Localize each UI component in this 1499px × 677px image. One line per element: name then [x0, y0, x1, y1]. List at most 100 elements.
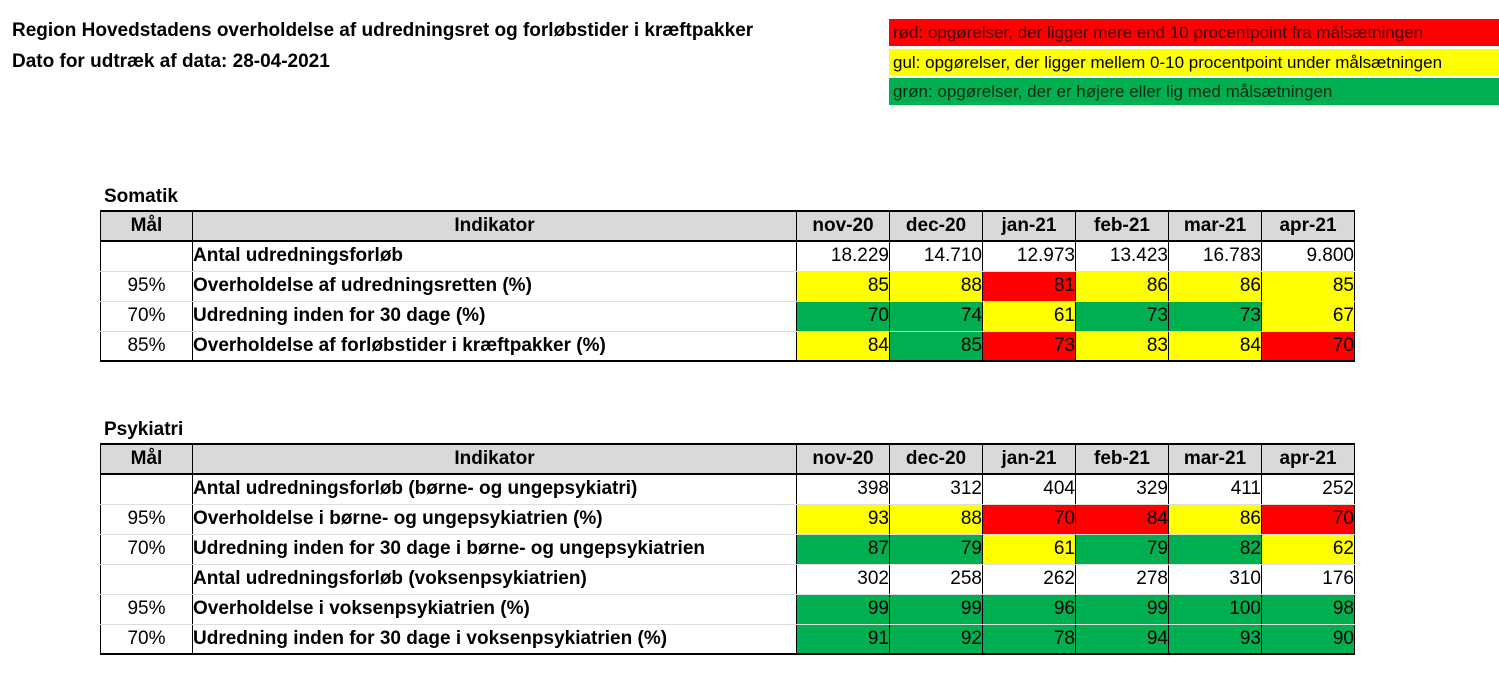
value-cell: 88 — [889, 503, 983, 535]
column-header-indicator: Indikator — [192, 443, 797, 475]
value-cell: 9.800 — [1261, 240, 1355, 272]
table-row: 70% Udredning inden for 30 dage i børne- … — [100, 533, 1355, 565]
psykiatri-body: Antal udredningsforløb (børne- og ungeps… — [100, 473, 1355, 655]
column-header-month: dec-20 — [889, 443, 983, 475]
legend-red: rød: opgørelser, der ligger mere end 10 … — [889, 19, 1499, 46]
value-cell: 258 — [889, 563, 983, 595]
legend-green: grøn: opgørelser, der er højere eller li… — [889, 78, 1499, 105]
value-cell: 91 — [796, 623, 890, 655]
indicator-cell: Overholdelse af forløbstider i kræftpakk… — [192, 330, 797, 362]
psykiatri-table: Mål Indikator nov-20 dec-20 jan-21 feb-2… — [100, 443, 1355, 655]
value-cell: 16.783 — [1168, 240, 1262, 272]
value-cell: 87 — [796, 533, 890, 565]
value-cell: 100 — [1168, 593, 1262, 625]
column-header-month: mar-21 — [1168, 443, 1262, 475]
indicator-cell: Udredning inden for 30 dage i voksenpsyk… — [192, 623, 797, 655]
value-cell: 398 — [796, 473, 890, 505]
table-row: Antal udredningsforløb 18.229 14.710 12.973… — [100, 240, 1355, 272]
value-cell: 14.710 — [889, 240, 983, 272]
value-cell: 404 — [982, 473, 1076, 505]
value-cell: 82 — [1168, 533, 1262, 565]
somatik-body: Antal udredningsforløb 18.229 14.710 12.973… — [100, 240, 1355, 362]
column-header-month: nov-20 — [796, 443, 890, 475]
goal-cell — [100, 473, 193, 505]
value-cell: 99 — [1075, 593, 1169, 625]
value-cell: 86 — [1168, 503, 1262, 535]
goal-cell: 70% — [100, 533, 193, 565]
value-cell: 13.423 — [1075, 240, 1169, 272]
value-cell: 70 — [982, 503, 1076, 535]
value-cell: 70 — [1261, 503, 1355, 535]
table-row: 95% Overholdelse i børne- og ungepsykiatr… — [100, 503, 1355, 535]
value-cell: 79 — [1075, 533, 1169, 565]
goal-cell: 95% — [100, 270, 193, 302]
indicator-cell: Udredning inden for 30 dage (%) — [192, 300, 797, 332]
value-cell: 329 — [1075, 473, 1169, 505]
value-cell: 94 — [1075, 623, 1169, 655]
value-cell: 86 — [1075, 270, 1169, 302]
table-row: 95% Overholdelse i voksenpsykiatrien (%) 9… — [100, 593, 1355, 625]
value-cell: 73 — [1168, 300, 1262, 332]
table-row: Antal udredningsforløb (børne- og ungeps… — [100, 473, 1355, 505]
legend-yellow: gul: opgørelser, der ligger mellem 0-10 … — [889, 49, 1499, 76]
value-cell: 99 — [796, 593, 890, 625]
value-cell: 84 — [1075, 503, 1169, 535]
value-cell: 85 — [889, 330, 983, 362]
goal-cell: 70% — [100, 623, 193, 655]
value-cell: 411 — [1168, 473, 1262, 505]
table-row: 70% Udredning inden for 30 dage i voksenp… — [100, 623, 1355, 655]
goal-cell: 85% — [100, 330, 193, 362]
header-row: Mål Indikator nov-20 dec-20 jan-21 feb-2… — [100, 210, 1355, 242]
value-cell: 84 — [796, 330, 890, 362]
table-row: 95% Overholdelse af udredningsretten (%) 8… — [100, 270, 1355, 302]
value-cell: 93 — [796, 503, 890, 535]
value-cell: 98 — [1261, 593, 1355, 625]
value-cell: 278 — [1075, 563, 1169, 595]
value-cell: 73 — [982, 330, 1076, 362]
value-cell: 262 — [982, 563, 1076, 595]
value-cell: 90 — [1261, 623, 1355, 655]
value-cell: 78 — [982, 623, 1076, 655]
column-header-goal: Mål — [100, 443, 193, 475]
indicator-cell: Udredning inden for 30 dage i børne- og … — [192, 533, 797, 565]
column-header-month: nov-20 — [796, 210, 890, 242]
value-cell: 302 — [796, 563, 890, 595]
value-cell: 252 — [1261, 473, 1355, 505]
value-cell: 310 — [1168, 563, 1262, 595]
value-cell: 84 — [1168, 330, 1262, 362]
value-cell: 83 — [1075, 330, 1169, 362]
value-cell: 67 — [1261, 300, 1355, 332]
indicator-cell: Overholdelse af udredningsretten (%) — [192, 270, 797, 302]
value-cell: 62 — [1261, 533, 1355, 565]
column-header-month: apr-21 — [1261, 443, 1355, 475]
table-row: 85% Overholdelse af forløbstider i kræftp… — [100, 330, 1355, 362]
indicator-cell: Antal udredningsforløb (børne- og ungeps… — [192, 473, 797, 505]
value-cell: 61 — [982, 533, 1076, 565]
extract-date: Dato for udtræk af data: 28-04-2021 — [12, 51, 330, 72]
value-cell: 79 — [889, 533, 983, 565]
value-cell: 176 — [1261, 563, 1355, 595]
goal-cell: 95% — [100, 593, 193, 625]
goal-cell — [100, 563, 193, 595]
value-cell: 61 — [982, 300, 1076, 332]
value-cell: 92 — [889, 623, 983, 655]
value-cell: 88 — [889, 270, 983, 302]
somatik-table: Mål Indikator nov-20 dec-20 jan-21 feb-2… — [100, 210, 1355, 362]
indicator-cell: Overholdelse i børne- og ungepsykiatrien… — [192, 503, 797, 535]
indicator-cell: Overholdelse i voksenpsykiatrien (%) — [192, 593, 797, 625]
goal-cell: 70% — [100, 300, 193, 332]
goal-cell — [100, 240, 193, 272]
header-row: Mål Indikator nov-20 dec-20 jan-21 feb-2… — [100, 443, 1355, 475]
value-cell: 85 — [796, 270, 890, 302]
section-title-psykiatri: Psykiatri — [104, 419, 184, 440]
section-title-somatik: Somatik — [104, 186, 178, 207]
goal-cell: 95% — [100, 503, 193, 535]
value-cell: 73 — [1075, 300, 1169, 332]
value-cell: 74 — [889, 300, 983, 332]
column-header-month: dec-20 — [889, 210, 983, 242]
value-cell: 81 — [982, 270, 1076, 302]
value-cell: 99 — [889, 593, 983, 625]
value-cell: 96 — [982, 593, 1076, 625]
column-header-goal: Mål — [100, 210, 193, 242]
value-cell: 70 — [1261, 330, 1355, 362]
